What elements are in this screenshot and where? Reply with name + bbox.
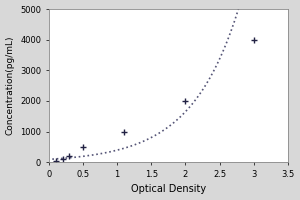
X-axis label: Optical Density: Optical Density [131,184,206,194]
Y-axis label: Concentration(pg/mL): Concentration(pg/mL) [6,36,15,135]
